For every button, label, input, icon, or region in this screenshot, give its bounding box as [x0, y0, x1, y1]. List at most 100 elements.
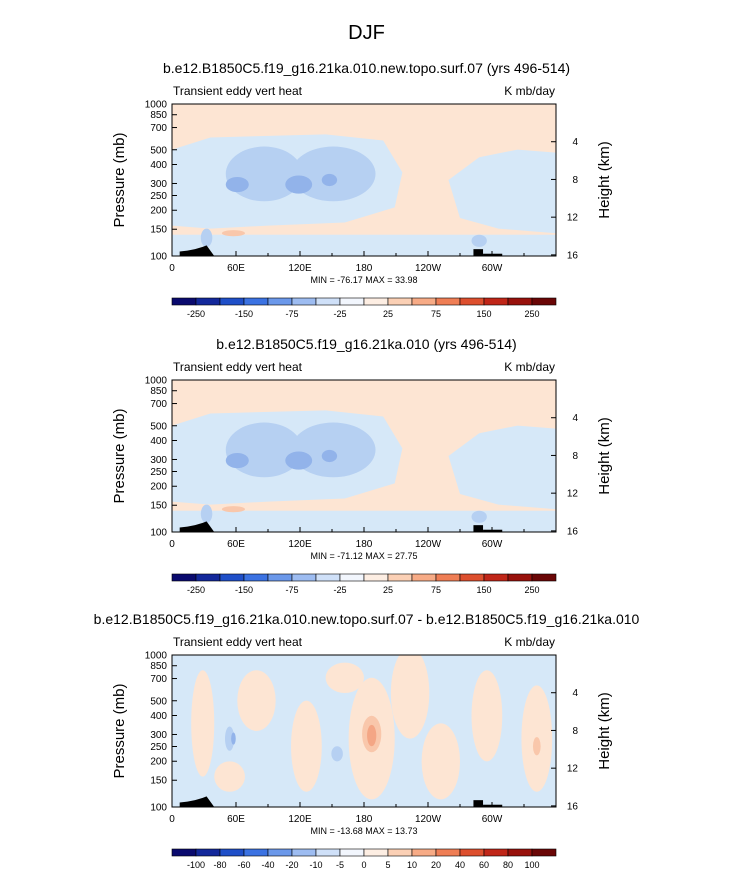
ytick-label-1000: 1000: [145, 376, 168, 387]
colorbar-label-4: 25: [383, 585, 393, 595]
xtick-label-2: 120E: [288, 814, 312, 825]
colorbar-box-1: [195, 848, 221, 857]
ytick-label-850: 850: [150, 386, 167, 397]
ytick-label-1000: 1000: [145, 651, 168, 662]
ytick-label-100: 100: [150, 803, 167, 814]
colorbar-label-5: 75: [431, 585, 441, 595]
ytick-label-100: 100: [150, 252, 167, 263]
field-1: [172, 104, 556, 256]
ytick-label-1000: 1000: [145, 100, 168, 111]
colorbar-box-7: [339, 848, 365, 857]
positive-anomaly-7: [471, 670, 503, 762]
xtick-label-3: 180: [356, 539, 373, 550]
topography-east: [473, 800, 484, 807]
colorbar-label-1: -150: [235, 309, 253, 319]
ytick-label-700: 700: [150, 123, 167, 134]
ytick-label-500: 500: [150, 145, 167, 156]
colorbar-label-6: 150: [476, 585, 491, 595]
ytick-label-700: 700: [150, 674, 167, 685]
colorbar-label-0: -100: [187, 860, 205, 870]
ytick-label-150: 150: [150, 776, 167, 787]
colorbar-box-13: [483, 848, 509, 857]
topography-west: [179, 796, 215, 807]
colorbar-label-13: 80: [503, 860, 513, 870]
colorbar-label-3: -25: [333, 585, 346, 595]
surface-core-2: [471, 234, 487, 247]
positive-anomaly-2: [237, 670, 276, 731]
colorbar-box-0: [171, 848, 197, 857]
xtick-label-5: 60W: [482, 814, 503, 825]
xtick-label-5: 60W: [482, 539, 503, 550]
positive-anomaly-6: [421, 723, 460, 800]
xtick-label-4: 120W: [415, 814, 442, 825]
xtick-label-1: 60E: [227, 814, 245, 825]
colorbar-box-14: [507, 848, 533, 857]
colorbar-box-11: [435, 848, 461, 857]
ytick-label-400: 400: [150, 711, 167, 722]
colorbar-box-4: [267, 848, 293, 857]
negative-region-east: [448, 425, 556, 510]
ytick-label-400: 400: [150, 436, 167, 447]
surface-core-1: [200, 504, 213, 523]
ytick-right-label-12: 12: [567, 764, 579, 775]
surface-positive: [221, 230, 245, 237]
colorbar-label-3: -25: [333, 309, 346, 319]
ytick-right-label-4: 4: [572, 137, 578, 148]
ytick-label-300: 300: [150, 730, 167, 741]
ytick-label-100: 100: [150, 528, 167, 539]
topography-west: [179, 245, 215, 256]
panel-1-title: b.e12.B1850C5.f19_g16.21ka.010.new.topo.…: [162, 60, 571, 76]
core-west-inner: [225, 452, 249, 469]
positive-anomaly-5: [390, 655, 430, 739]
colorbar-label-4: -20: [285, 860, 298, 870]
panel-2-title: b.e12.B1850C5.f19_g16.21ka.010 (yrs 496-…: [216, 336, 517, 352]
ytick-label-400: 400: [150, 160, 167, 171]
topography-east-low: [483, 253, 503, 256]
colorbar-label-7: 0: [361, 860, 366, 870]
ytick-right-label-4: 4: [572, 688, 578, 699]
colorbar-box-15: [531, 848, 557, 857]
colorbar-box-2: [219, 848, 245, 857]
colorbar-label-5: 75: [431, 309, 441, 319]
negative-region-surface: [172, 510, 556, 532]
right-label: K mb/day: [504, 84, 555, 98]
colorbar-label-14: 100: [524, 860, 539, 870]
colorbar-box-10: [411, 848, 437, 857]
topography-east-low: [483, 804, 503, 807]
colorbar-label-7: 250: [524, 309, 539, 319]
surface-positive: [221, 506, 245, 513]
ylabel-left: Pressure (mb): [111, 683, 128, 778]
ytick-label-200: 200: [150, 482, 167, 493]
ylabel-left: Pressure (mb): [111, 408, 128, 503]
positive-anomaly-1: [191, 670, 215, 777]
colorbar-label-2: -60: [237, 860, 250, 870]
negative-region-east: [448, 149, 556, 234]
ytick-label-500: 500: [150, 696, 167, 707]
ytick-right-label-8: 8: [572, 451, 578, 462]
ytick-right-label-16: 16: [567, 526, 579, 537]
ytick-right-label-16: 16: [567, 801, 579, 812]
positive-core-east: [532, 737, 541, 756]
ylabel-right: Height (km): [596, 141, 613, 219]
colorbar-label-0: -250: [187, 309, 205, 319]
colorbar-label-12: 60: [479, 860, 489, 870]
colorbar-label-1: -80: [213, 860, 226, 870]
positive-core-inner: [367, 724, 377, 747]
core-east-inner-b: [321, 449, 338, 463]
colorbar-label-11: 40: [455, 860, 465, 870]
ytick-right-label-8: 8: [572, 726, 578, 737]
ytick-label-300: 300: [150, 179, 167, 190]
xtick-label-5: 60W: [482, 263, 503, 274]
xtick-label-4: 120W: [415, 263, 442, 274]
ytick-right-label-12: 12: [567, 489, 579, 500]
topography-east: [473, 249, 484, 256]
panel-3-title: b.e12.B1850C5.f19_g16.21ka.010.new.topo.…: [93, 611, 640, 627]
colorbar-label-1: -150: [235, 585, 253, 595]
xtick-label-3: 180: [356, 814, 373, 825]
ytick-label-700: 700: [150, 399, 167, 410]
negative-core-west-inner: [231, 732, 236, 745]
ytick-label-250: 250: [150, 742, 167, 753]
xtick-label-0: 0: [169, 814, 175, 825]
